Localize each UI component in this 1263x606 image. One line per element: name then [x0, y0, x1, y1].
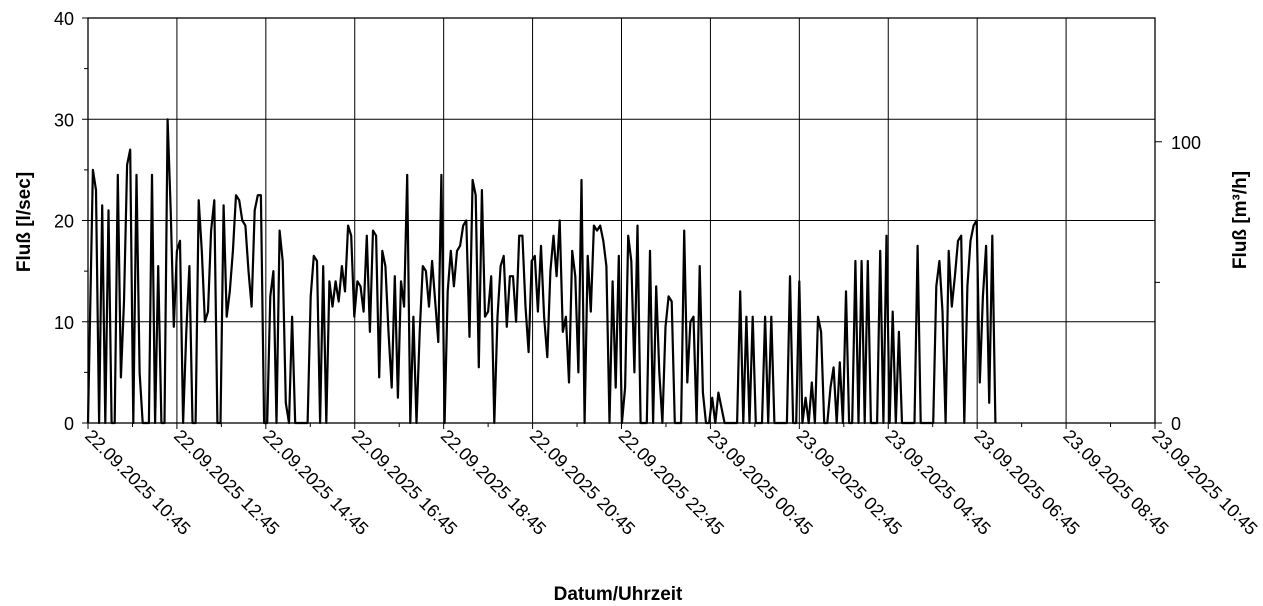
y-axis-right-title: Fluß [m³/h] — [1230, 171, 1251, 269]
x-axis-title: Datum/Uhrzeit — [554, 584, 683, 605]
y-tick-label: 40 — [54, 9, 74, 29]
y-tick-label: 20 — [54, 212, 74, 232]
y2-tick-label: 0 — [1171, 414, 1181, 434]
y-axis-left: 0 10 20 30 40 — [54, 9, 88, 434]
flow-line — [86, 118, 997, 425]
y-tick-label: 30 — [54, 110, 74, 130]
y-axis-right: 0 100 — [1155, 133, 1201, 434]
y-tick-label: 10 — [54, 313, 74, 333]
y-axis-left-title: Fluß [l/sec] — [14, 172, 35, 272]
flow-series — [86, 118, 997, 425]
y2-tick-label: 100 — [1171, 133, 1201, 153]
y-tick-label: 0 — [64, 414, 74, 434]
